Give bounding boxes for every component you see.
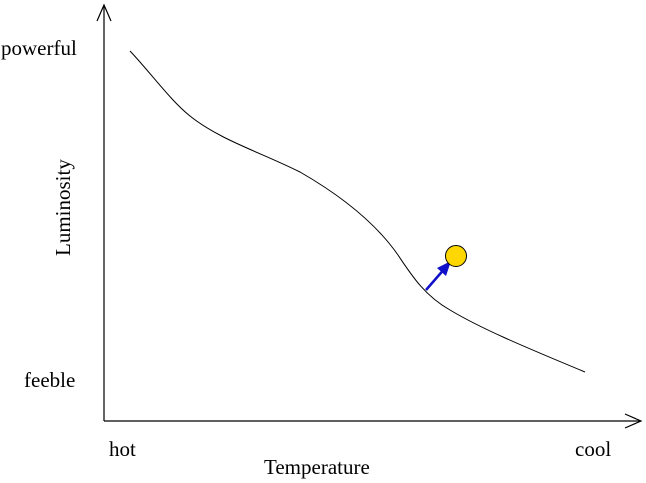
star-icon: [445, 245, 467, 267]
y-axis-title: Luminosity: [51, 159, 75, 256]
y-bottom-label: feeble: [24, 368, 75, 392]
x-left-label: hot: [109, 437, 136, 461]
evolution-arrow: [425, 261, 451, 291]
arrow-head: [437, 261, 451, 276]
main-sequence-curve: [129, 50, 586, 373]
y-top-label: powerful: [1, 36, 77, 60]
x-axis-title: Temperature: [264, 455, 370, 479]
x-axis-arrowhead: [624, 413, 643, 429]
axes: [96, 3, 643, 429]
x-right-label: cool: [575, 437, 611, 461]
y-axis-arrowhead: [96, 3, 112, 22]
